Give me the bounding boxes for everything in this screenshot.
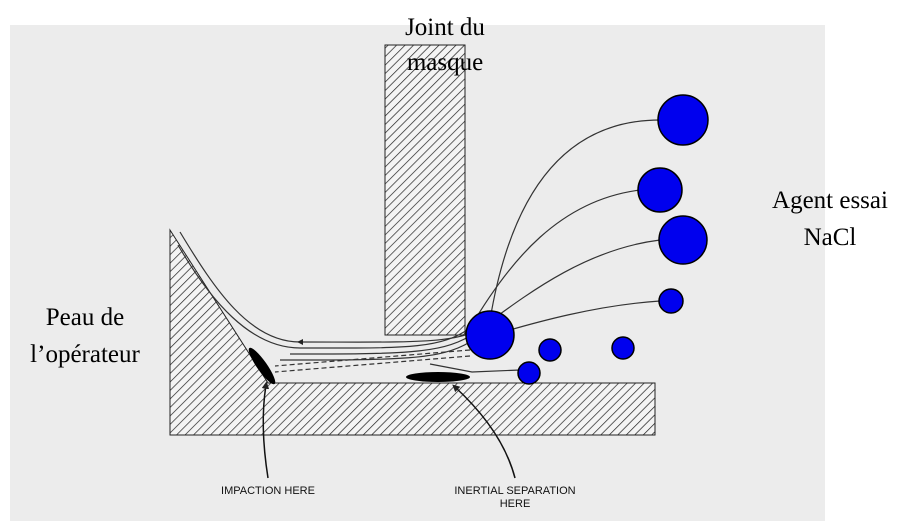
label: l’opérateur: [30, 341, 140, 368]
label: Peau de: [46, 304, 124, 331]
label: Agent essai: [772, 187, 888, 214]
separation-deposit: [406, 372, 470, 382]
streamlines: [177, 119, 661, 373]
impaction-deposit: [248, 347, 276, 385]
label: HERE: [500, 498, 531, 510]
label: INERTIAL SEPARATION: [454, 485, 575, 497]
label: NaCl: [804, 224, 857, 251]
label: masque: [407, 49, 483, 76]
pointers: [261, 381, 516, 479]
label: IMPACTION HERE: [221, 485, 315, 497]
mask-seal: [384, 44, 466, 336]
particles: [465, 94, 709, 385]
label: Joint du: [405, 14, 485, 41]
